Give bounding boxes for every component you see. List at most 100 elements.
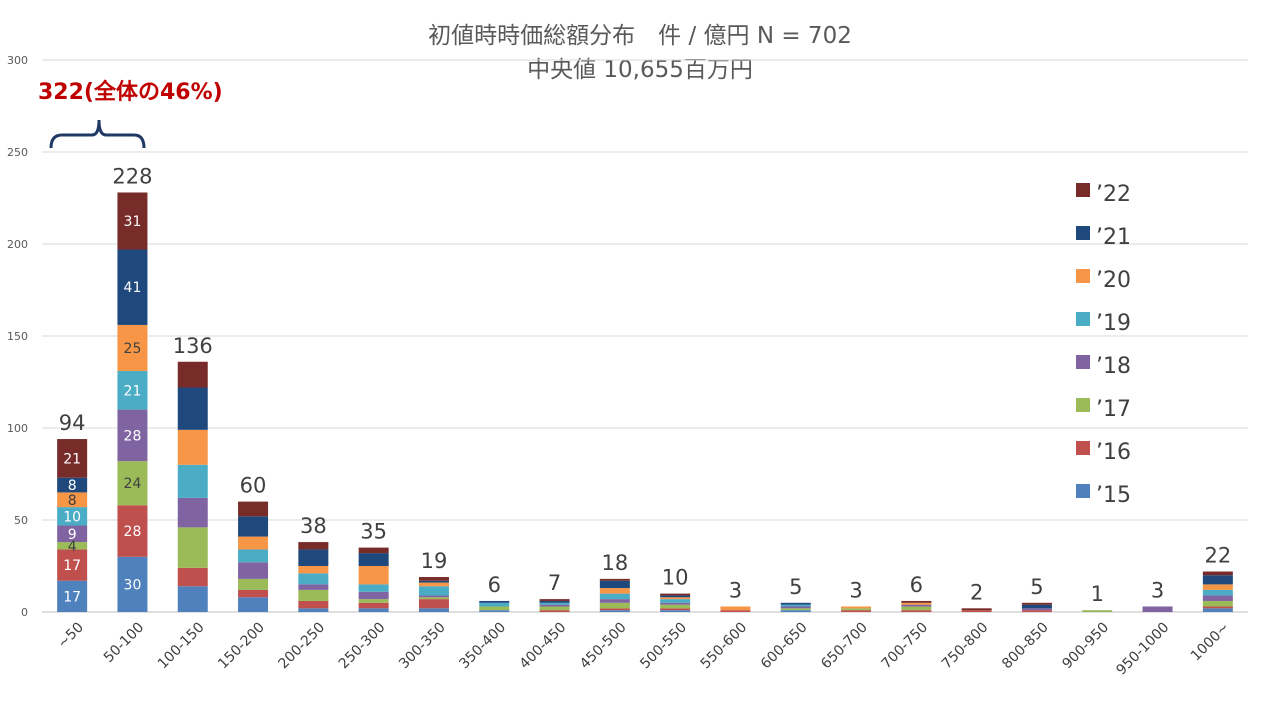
bar-segment: [780, 602, 811, 605]
segment-label: 9: [68, 527, 77, 543]
segment-label: 10: [63, 509, 81, 525]
bar-segment: [177, 527, 208, 568]
bar-segment: [418, 599, 449, 609]
bar-total-label: 1: [1091, 582, 1104, 606]
bar-segment: [57, 439, 88, 478]
bar-total-label: 2: [970, 580, 983, 604]
y-tick-label: 100: [7, 422, 28, 435]
bar-segment: [117, 505, 148, 557]
bar-segment: [841, 610, 872, 612]
bar-segment: [117, 370, 148, 410]
bar-segment: [418, 595, 449, 598]
bar-segment: [358, 566, 389, 585]
bar-segment: [418, 586, 449, 596]
bar-segment: [298, 608, 329, 612]
bar-segment: [1021, 604, 1052, 609]
y-tick-label: 50: [14, 514, 28, 527]
bar-segment: [599, 588, 630, 594]
bar-segment: [961, 608, 992, 611]
bar-segment: [599, 599, 630, 603]
bar-segment: [57, 525, 88, 543]
x-tick-label: 700-750: [878, 620, 931, 673]
gridlines: 0 50 100 150 200 250 300: [7, 54, 1248, 619]
bar-total-label: 7: [548, 571, 561, 595]
bar-segment: [177, 361, 208, 388]
bar-segment: [660, 595, 691, 598]
bar-segment: [780, 610, 811, 612]
bar-segment: [599, 578, 630, 581]
bar-segment: [539, 602, 570, 605]
bar-segment: [841, 608, 872, 611]
bar-segment: [901, 604, 932, 607]
legend-label: ’21: [1096, 225, 1131, 250]
bar-total-label: 38: [300, 514, 327, 538]
bar-segment: [841, 606, 872, 609]
x-tick-label: 100-150: [155, 620, 208, 673]
segment-label: 8: [68, 493, 77, 509]
bar-segment: [418, 582, 449, 587]
segment-label: 24: [124, 476, 142, 492]
legend-swatch: [1076, 484, 1090, 498]
bar-segment: [599, 602, 630, 609]
bar-segment: [660, 604, 691, 609]
bar-segment: [57, 477, 88, 493]
legend-label: ’19: [1096, 311, 1131, 336]
bar-segment: [780, 606, 811, 609]
bar-total-label: 136: [173, 334, 213, 358]
x-tick-label: 250-300: [336, 620, 389, 673]
bar-segment: [1202, 608, 1233, 612]
bar-segment: [599, 593, 630, 600]
x-tick-label: 650-700: [818, 620, 871, 673]
bar-segment: [358, 553, 389, 566]
bar-segment: [238, 597, 269, 612]
bar-total-label: 228: [112, 164, 152, 188]
legend-swatch: [1076, 355, 1090, 369]
bars: [57, 192, 1233, 612]
bar-segment: [539, 606, 570, 611]
bar-segment: [238, 501, 269, 517]
bar-segment: [298, 542, 329, 550]
bracket-annotation: 322(全体の46%): [38, 80, 223, 105]
bar-segment: [599, 580, 630, 589]
bar-segment: [901, 602, 932, 605]
bar-segment: [238, 589, 269, 598]
bar-segment: [298, 566, 329, 574]
bar-segment: [117, 409, 148, 462]
bar-segment: [901, 610, 932, 612]
bar-segment: [298, 549, 329, 566]
legend: ’22 ’21 ’20 ’19 ’18 ’17 ’16 ’15: [1076, 182, 1131, 508]
legend-label: ’15: [1096, 483, 1131, 508]
segment-label: 28: [124, 524, 142, 540]
bar-segment: [1202, 600, 1233, 607]
legend-label: ’22: [1096, 182, 1131, 207]
x-tick-label: 750-800: [939, 620, 992, 673]
bar-segment: [539, 610, 570, 612]
segment-label: 21: [124, 383, 142, 399]
bar-total-label: 5: [789, 575, 802, 599]
x-tick-label: 600-650: [758, 620, 811, 673]
bar-segment: [901, 606, 932, 611]
bar-segment: [57, 580, 88, 612]
bar-segment: [1202, 589, 1233, 596]
bar-segment: [1021, 610, 1052, 612]
bar-segment: [57, 542, 88, 550]
legend-swatch: [1076, 398, 1090, 412]
bar-segment: [780, 608, 811, 611]
bar-segment: [599, 608, 630, 611]
legend-label: ’20: [1096, 268, 1131, 293]
bar-segment: [298, 573, 329, 585]
bar-segment: [358, 584, 389, 592]
bar-segment: [57, 549, 88, 581]
bar-segment: [358, 591, 389, 600]
bar-segment: [660, 597, 691, 600]
segment-label: 17: [63, 589, 81, 605]
bar-segment: [539, 604, 570, 607]
bar-segment: [418, 608, 449, 612]
legend-swatch: [1076, 183, 1090, 197]
bar-segment: [1082, 610, 1113, 612]
bar-segment: [358, 608, 389, 612]
y-tick-label: 150: [7, 330, 28, 343]
bar-segment: [298, 600, 329, 609]
x-tick-label: 50-100: [101, 620, 147, 666]
